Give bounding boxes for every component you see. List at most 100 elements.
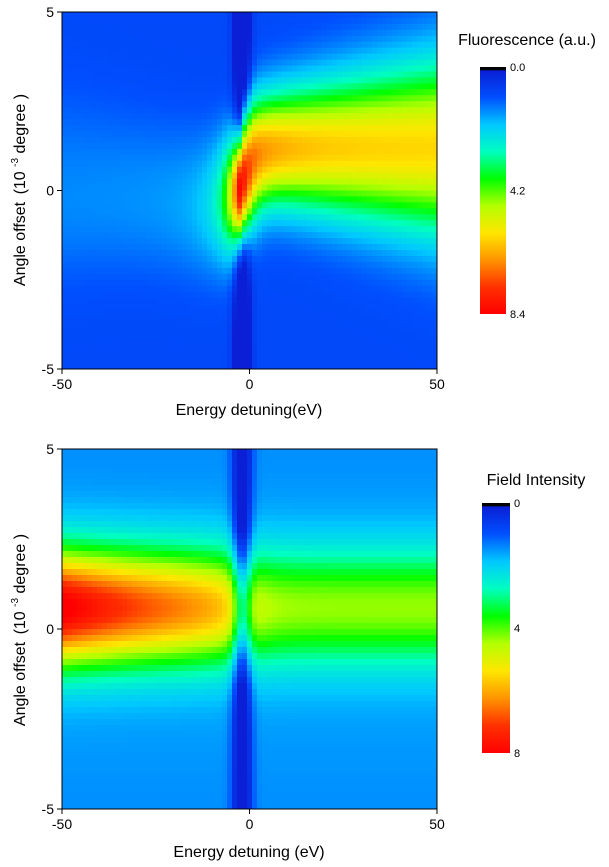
heatmap-cell: [362, 255, 368, 263]
heatmap-cell: [67, 339, 73, 346]
heatmap-cell: [337, 190, 343, 198]
heatmap-cell: [337, 291, 343, 299]
heatmap-cell: [432, 238, 437, 245]
heatmap-cell: [87, 83, 93, 90]
heatmap-cell: [207, 154, 213, 162]
heatmap-cell: [317, 244, 323, 251]
heatmap-cell: [167, 327, 173, 334]
heatmap-cell: [82, 563, 88, 570]
heatmap-cell: [262, 250, 268, 257]
heatmap-cell: [247, 333, 253, 340]
heatmap-cell: [97, 148, 103, 156]
heatmap-cell: [342, 71, 348, 79]
heatmap-cell: [97, 273, 103, 281]
heatmap-cell: [82, 515, 88, 522]
heatmap-cell: [302, 339, 308, 346]
heatmap-cell: [102, 172, 108, 180]
heatmap-cell: [167, 309, 173, 317]
heatmap-cell: [127, 303, 133, 311]
heatmap-cell: [62, 131, 68, 138]
heatmap-cell: [387, 309, 393, 317]
heatmap-cell: [147, 315, 153, 322]
heatmap-cell: [227, 261, 233, 269]
heatmap-cell: [327, 101, 333, 108]
heatmap-cell: [77, 244, 83, 251]
heatmap-cell: [107, 35, 113, 43]
heatmap-cell: [217, 142, 223, 150]
heatmap-cell: [357, 47, 363, 55]
heatmap-cell: [82, 683, 88, 690]
heatmap-cell: [307, 83, 313, 90]
heatmap-cell: [282, 339, 288, 346]
heatmap-cell: [82, 172, 88, 180]
heatmap-cell: [92, 593, 98, 600]
heatmap-cell: [62, 785, 68, 792]
heatmap-cell: [302, 136, 308, 144]
heatmap-cell: [67, 791, 73, 798]
heatmap-cell: [72, 285, 78, 293]
heatmap-cell: [272, 136, 278, 144]
heatmap-cell: [357, 285, 363, 293]
heatmap-cell: [252, 178, 258, 186]
heatmap-cell: [302, 255, 308, 263]
heatmap-cell: [322, 196, 328, 203]
heatmap-cell: [92, 220, 98, 227]
heatmap-cell: [192, 357, 198, 364]
heatmap-cell: [277, 17, 283, 25]
heatmap-cell: [267, 190, 273, 198]
heatmap-cell: [237, 184, 243, 192]
heatmap-cell: [137, 172, 143, 180]
heatmap-cell: [387, 315, 393, 322]
heatmap-cell: [142, 303, 148, 311]
heatmap-cell: [237, 303, 243, 311]
heatmap-cell: [107, 220, 113, 227]
heatmap-cell: [392, 113, 398, 120]
heatmap-cell: [412, 345, 418, 352]
heatmap-cell: [307, 47, 313, 55]
heatmap-cell: [267, 59, 273, 67]
heatmap-cell: [62, 23, 68, 31]
heatmap-cell: [342, 226, 348, 233]
heatmap-cell: [137, 83, 143, 90]
heatmap-cell: [102, 267, 108, 275]
heatmap-cell: [117, 53, 123, 61]
heatmap-cell: [392, 101, 398, 108]
heatmap-cell: [297, 47, 303, 55]
heatmap-cell: [232, 77, 238, 84]
heatmap-cell: [362, 113, 368, 120]
heatmap-cell: [92, 95, 98, 102]
heatmap-cell: [252, 232, 258, 239]
heatmap-cell: [222, 131, 228, 138]
heatmap-cell: [187, 113, 193, 120]
heatmap-cell: [137, 89, 143, 96]
heatmap-cell: [427, 351, 433, 358]
heatmap-cell: [72, 479, 78, 486]
heatmap-cell: [112, 12, 118, 19]
heatmap-cell: [82, 575, 88, 582]
heatmap-cell: [362, 125, 368, 132]
heatmap-cell: [407, 285, 413, 293]
heatmap-cell: [117, 65, 123, 73]
heatmap-cell: [172, 89, 178, 96]
heatmap-cell: [162, 136, 168, 144]
heatmap-cell: [192, 12, 198, 19]
heatmap-cell: [222, 65, 228, 73]
heatmap-cell: [287, 125, 293, 132]
heatmap-cell: [432, 178, 437, 186]
heatmap-cell: [197, 23, 203, 31]
heatmap-cell: [207, 107, 213, 114]
heatmap-cell: [87, 635, 93, 642]
heatmap-cell: [92, 689, 98, 696]
heatmap-cell: [102, 226, 108, 233]
heatmap-cell: [202, 303, 208, 311]
heatmap-cell: [92, 303, 98, 311]
heatmap-cell: [377, 226, 383, 233]
heatmap-cell: [157, 309, 163, 317]
heatmap-cell: [207, 351, 213, 358]
heatmap-cell: [427, 339, 433, 346]
heatmap-cell: [187, 101, 193, 108]
heatmap-cell: [307, 178, 313, 186]
heatmap-cell: [212, 327, 218, 334]
heatmap-cell: [287, 267, 293, 275]
heatmap-cell: [77, 515, 83, 522]
